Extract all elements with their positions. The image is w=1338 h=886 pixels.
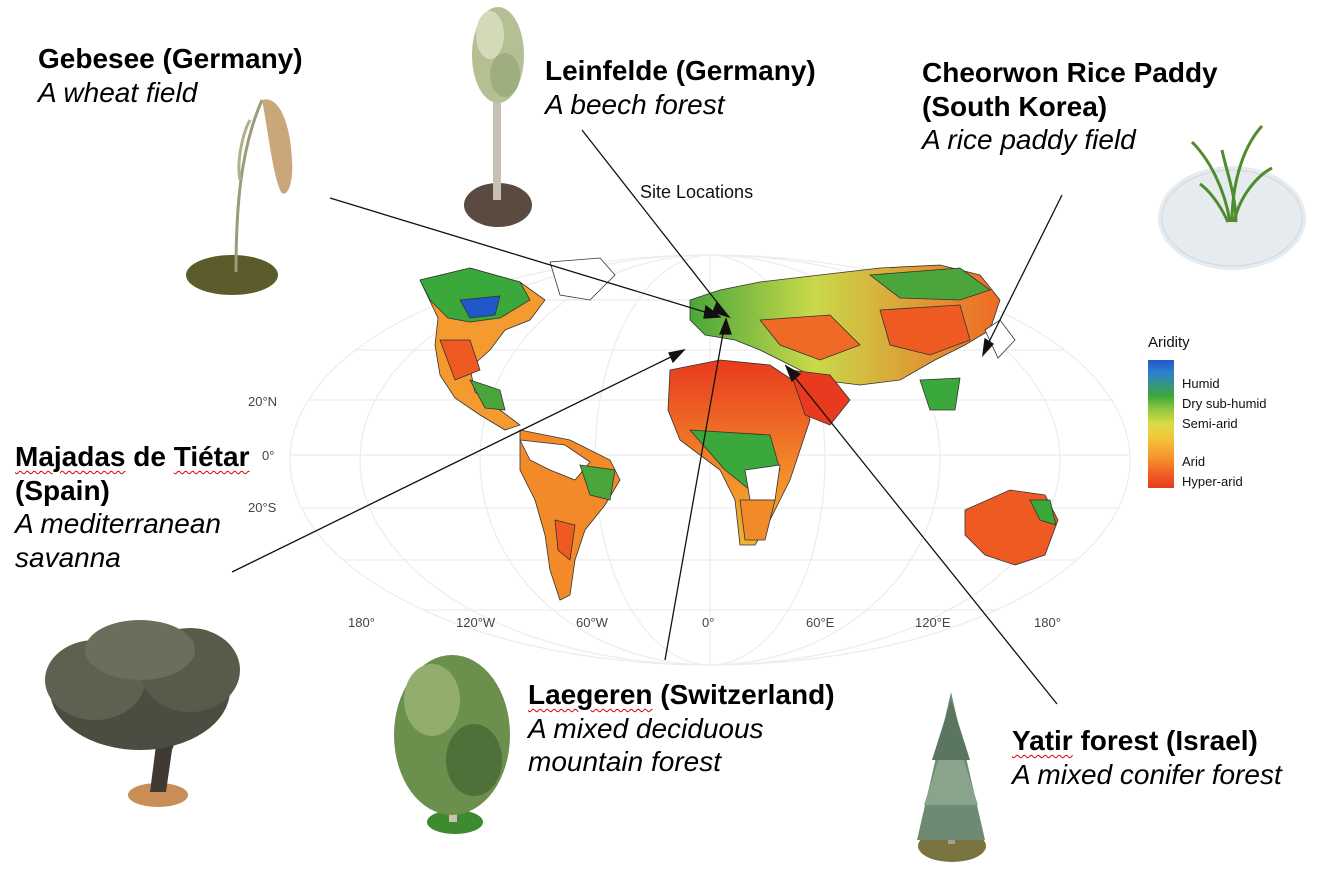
leader-lines bbox=[231, 129, 1063, 705]
site-name-line2: (Spain) bbox=[15, 474, 110, 506]
site-name-line1: Cheorwon Rice Paddy bbox=[922, 57, 1218, 88]
wheat-icon bbox=[186, 99, 293, 295]
lon-tick-label: 60°W bbox=[576, 615, 608, 630]
legend-label: Hyper-arid bbox=[1182, 474, 1243, 489]
lon-tick-label: 60°E bbox=[806, 615, 835, 630]
site-description-line2: mountain forest bbox=[528, 746, 721, 778]
site-name: Gebesee (Germany) bbox=[38, 43, 303, 74]
legend-label: Arid bbox=[1182, 454, 1206, 469]
map-title: Site Locations bbox=[640, 182, 754, 202]
beech-tree-icon bbox=[464, 7, 532, 227]
greenland bbox=[549, 257, 616, 301]
legend-label: Humid bbox=[1182, 376, 1220, 391]
leader-majadas bbox=[231, 351, 682, 573]
site-label-majadas: Majadas de Tiétar (Spain) A mediterranea… bbox=[15, 440, 249, 574]
site-label-cheorwon: Cheorwon Rice Paddy (South Korea) A rice… bbox=[922, 56, 1218, 157]
oak-tree-icon bbox=[45, 620, 240, 807]
conifer-tree-icon bbox=[917, 692, 986, 862]
lat-tick-label: 20°S bbox=[248, 500, 277, 515]
leader-gebesee bbox=[329, 197, 719, 317]
site-label-yatir: Yatir forest (Israel) A mixed conifer fo… bbox=[1012, 724, 1282, 791]
lat-tick-label: 0° bbox=[262, 448, 275, 463]
site-label-laegeren: Laegeren (Switzerland) A mixed deciduous… bbox=[528, 678, 835, 779]
site-label-gebesee: Gebesee (Germany) A wheat field bbox=[38, 42, 303, 109]
site-name-word: de bbox=[125, 441, 174, 472]
site-description-line2: savanna bbox=[15, 541, 121, 573]
leader-leinfelde bbox=[581, 129, 728, 316]
lon-tick-label: 120°W bbox=[456, 615, 496, 630]
site-description-line1: A mediterranean bbox=[15, 508, 221, 540]
legend-title: Aridity bbox=[1148, 334, 1190, 351]
rice-plant-icon bbox=[1158, 124, 1306, 270]
legend-label: Semi-arid bbox=[1182, 416, 1238, 431]
leader-cheorwon bbox=[983, 194, 1063, 353]
deciduous-tree-icon bbox=[394, 655, 510, 834]
site-name-word: Tiétar bbox=[173, 441, 250, 472]
lon-tick-label: 120°E bbox=[915, 615, 951, 630]
site-description: A beech forest bbox=[545, 88, 725, 120]
arabia bbox=[789, 369, 851, 426]
landmasses bbox=[419, 257, 1059, 601]
leader-laegeren bbox=[664, 321, 726, 661]
site-name: Laegeren (Switzerland) bbox=[528, 678, 835, 712]
legend-color-bar bbox=[1148, 360, 1174, 488]
site-description: A rice paddy field bbox=[922, 124, 1136, 156]
site-name-word: Majadas bbox=[15, 441, 126, 472]
legend-label: Dry sub-humid bbox=[1182, 396, 1267, 411]
leader-yatir bbox=[788, 369, 1058, 705]
site-name-line2: (South Korea) bbox=[922, 90, 1108, 122]
lat-tick-label: 20°N bbox=[248, 394, 278, 409]
aridity-legend: Aridity Humid Dry sub-humid Semi-arid Ar… bbox=[1148, 334, 1267, 489]
site-name-word: Laegeren bbox=[528, 679, 653, 710]
lon-tick-label: 0° bbox=[702, 615, 715, 630]
site-name-word: Yatir bbox=[1012, 725, 1073, 756]
site-name-line1: Majadas de Tiétar bbox=[15, 440, 249, 474]
site-name-word: forest (Israel) bbox=[1072, 725, 1258, 756]
site-description-line1: A mixed deciduous bbox=[528, 712, 764, 744]
site-name: Yatir forest (Israel) bbox=[1012, 724, 1282, 758]
lon-tick-label: 180° bbox=[348, 615, 375, 630]
site-label-leinfelde: Leinfelde (Germany) A beech forest bbox=[545, 54, 816, 121]
site-description: A mixed conifer forest bbox=[1012, 758, 1282, 790]
site-description: A wheat field bbox=[38, 76, 198, 108]
lon-tick-label: 180° bbox=[1034, 615, 1061, 630]
site-name-word: (Switzerland) bbox=[652, 679, 835, 710]
site-name: Leinfelde (Germany) bbox=[545, 55, 816, 86]
